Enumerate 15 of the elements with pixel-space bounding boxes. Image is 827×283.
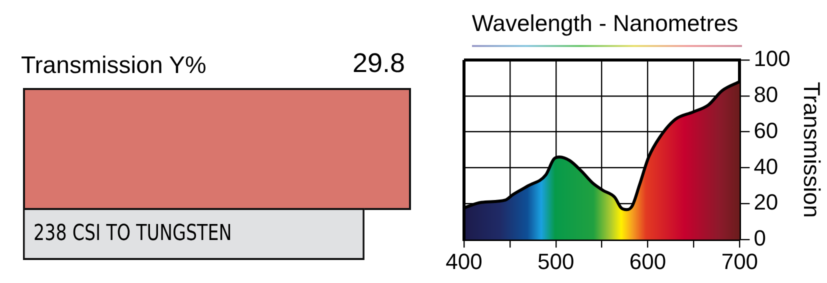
x-tick-label: 400	[446, 248, 482, 274]
x-tick-label: 700	[721, 248, 758, 274]
y-tick-label: 20	[754, 190, 778, 215]
x-tick-label: 500	[538, 248, 574, 274]
x-tick-label: 600	[629, 248, 666, 274]
y-axis-title: Transmission	[798, 82, 825, 218]
text: Transmission Y%	[21, 52, 206, 80]
chart-title: Wavelength - Nanometres	[470, 10, 740, 37]
text: 29.8	[352, 48, 405, 79]
y-tick-label: 40	[754, 154, 778, 179]
text: 238 CSI TO TUNGSTEN	[23, 208, 364, 260]
y-tick-label: 100	[754, 46, 790, 72]
y-tick-label: 0	[754, 226, 766, 251]
y-tick-label: 60	[754, 118, 778, 143]
y-tick-label: 80	[754, 82, 778, 107]
